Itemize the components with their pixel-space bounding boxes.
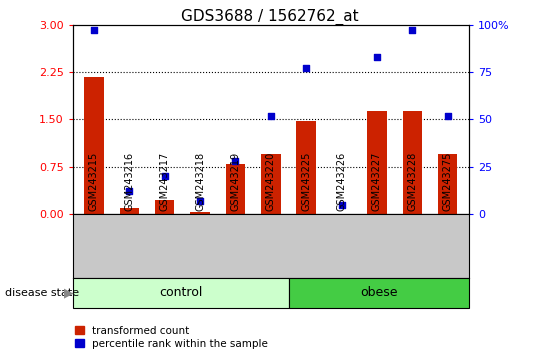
Point — [337, 202, 346, 207]
Point — [302, 65, 310, 71]
Text: ▶: ▶ — [64, 286, 73, 299]
Point — [444, 113, 452, 119]
Point — [372, 54, 381, 60]
Point — [267, 113, 275, 119]
Point — [231, 158, 240, 164]
Point — [408, 28, 417, 33]
Bar — [403, 111, 422, 214]
Text: GDS3688 / 1562762_at: GDS3688 / 1562762_at — [181, 9, 358, 25]
Text: disease state: disease state — [5, 288, 80, 298]
Bar — [155, 200, 175, 214]
Text: control: control — [159, 286, 203, 299]
Text: obese: obese — [360, 286, 398, 299]
Bar — [367, 111, 386, 214]
Point — [161, 173, 169, 179]
Bar — [226, 164, 245, 214]
Bar — [296, 121, 316, 214]
Bar — [190, 212, 210, 214]
Legend: transformed count, percentile rank within the sample: transformed count, percentile rank withi… — [75, 326, 268, 349]
Point — [196, 198, 204, 204]
Bar — [84, 76, 103, 214]
Bar — [289, 278, 469, 308]
Point — [89, 28, 98, 33]
Bar — [438, 154, 458, 214]
Bar — [73, 278, 289, 308]
Bar — [120, 208, 139, 214]
Point — [125, 189, 134, 194]
Bar — [261, 154, 281, 214]
